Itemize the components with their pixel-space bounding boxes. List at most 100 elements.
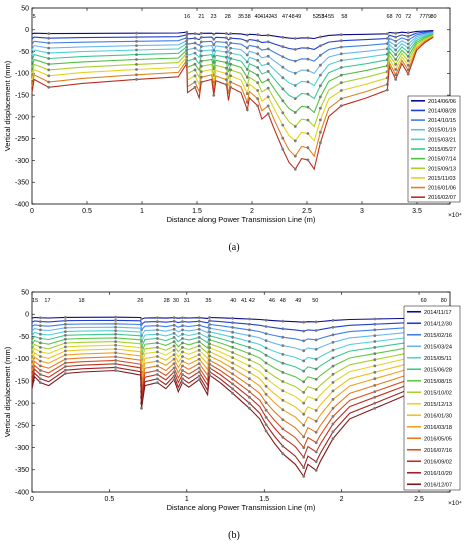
- series-point: [229, 57, 233, 60]
- series-point: [197, 378, 201, 381]
- point-label: 40: [230, 298, 236, 304]
- series-point: [306, 105, 310, 109]
- x-tick-label: 0: [30, 496, 34, 503]
- series-point: [193, 46, 197, 50]
- series-point: [293, 111, 297, 114]
- series-point: [185, 36, 189, 40]
- series-point: [229, 46, 233, 50]
- series-point: [212, 37, 216, 41]
- series-point: [64, 372, 67, 375]
- series-point: [231, 361, 235, 365]
- series-point: [306, 69, 310, 72]
- series-point: [373, 352, 377, 355]
- series-point: [197, 353, 201, 356]
- series-point: [281, 76, 285, 80]
- series-point: [114, 359, 117, 362]
- series-point: [314, 398, 318, 402]
- series-point: [281, 327, 285, 331]
- series-point: [193, 80, 197, 84]
- point-label: 31: [184, 298, 190, 304]
- series-point: [319, 84, 322, 88]
- series-point: [385, 37, 389, 40]
- series-point: [208, 316, 212, 319]
- series-point: [197, 370, 201, 374]
- legend-entry: 2015/09/13: [428, 166, 456, 172]
- point-label: 48: [280, 298, 286, 304]
- series-point: [172, 323, 176, 327]
- series-point: [197, 331, 201, 335]
- series-point: [135, 31, 138, 35]
- series-point: [339, 45, 343, 49]
- x-tick-label: 0.5: [105, 496, 115, 503]
- series-point: [306, 57, 310, 61]
- legend-entry: 2015/11/03: [428, 176, 456, 182]
- series-point: [156, 328, 159, 332]
- series-point: [172, 348, 176, 352]
- series-point: [302, 412, 306, 416]
- series-point: [229, 85, 233, 89]
- point-label: 15: [32, 298, 38, 304]
- series-point: [266, 70, 270, 73]
- point-label: 55: [328, 14, 334, 20]
- series-point: [245, 60, 249, 64]
- point-label: 77: [419, 14, 425, 20]
- series-point: [281, 389, 285, 393]
- series-point: [281, 408, 285, 412]
- series-point: [314, 469, 318, 472]
- series-point: [245, 46, 249, 50]
- series-point: [231, 351, 235, 354]
- series-point: [212, 54, 216, 58]
- series-point: [245, 39, 249, 43]
- series-point: [331, 437, 335, 440]
- series-point: [197, 357, 201, 361]
- panel-caption: (a): [228, 242, 239, 253]
- series-point: [281, 435, 285, 439]
- series-point: [281, 111, 285, 115]
- series-point: [181, 320, 184, 323]
- series-point: [314, 419, 318, 423]
- series-point: [231, 377, 235, 381]
- series-point: [135, 78, 138, 81]
- series-point: [197, 362, 201, 365]
- series-point: [199, 31, 203, 35]
- point-label: 35: [205, 298, 211, 304]
- series-point: [331, 389, 335, 393]
- series-point: [293, 84, 297, 87]
- series-point: [293, 167, 297, 171]
- series-point: [264, 384, 268, 388]
- series-point: [339, 97, 343, 101]
- series-point: [302, 401, 306, 405]
- series-point: [406, 72, 410, 76]
- legend-entry: 2015/03/24: [424, 344, 452, 350]
- series-point: [172, 362, 176, 365]
- series-point: [314, 347, 318, 351]
- series-point: [281, 87, 285, 91]
- series-point: [193, 36, 197, 40]
- legend-entry: 2015/05/11: [424, 356, 452, 362]
- series-point: [319, 35, 322, 39]
- series-point: [231, 356, 235, 359]
- series-point: [172, 344, 176, 348]
- series-point: [229, 36, 233, 40]
- series-point: [231, 321, 235, 325]
- series-point: [373, 346, 377, 349]
- series-point: [64, 368, 67, 372]
- series-point: [339, 33, 343, 37]
- series-point: [245, 92, 249, 95]
- series-point: [156, 332, 159, 336]
- series-point: [264, 408, 268, 412]
- series-point: [193, 32, 197, 35]
- series-point: [208, 334, 212, 338]
- series-point: [248, 364, 251, 368]
- series-point: [319, 73, 322, 77]
- series-point: [185, 52, 189, 55]
- series-point: [264, 429, 268, 433]
- series-point: [306, 146, 310, 150]
- legend-entry: 2015/01/19: [428, 128, 456, 134]
- series-point: [293, 139, 297, 143]
- y-tick-label: 50: [21, 289, 29, 296]
- series-point: [248, 377, 251, 381]
- series-point: [314, 388, 318, 391]
- legend-entry: 2015/12/13: [424, 402, 452, 408]
- series-point: [199, 80, 203, 84]
